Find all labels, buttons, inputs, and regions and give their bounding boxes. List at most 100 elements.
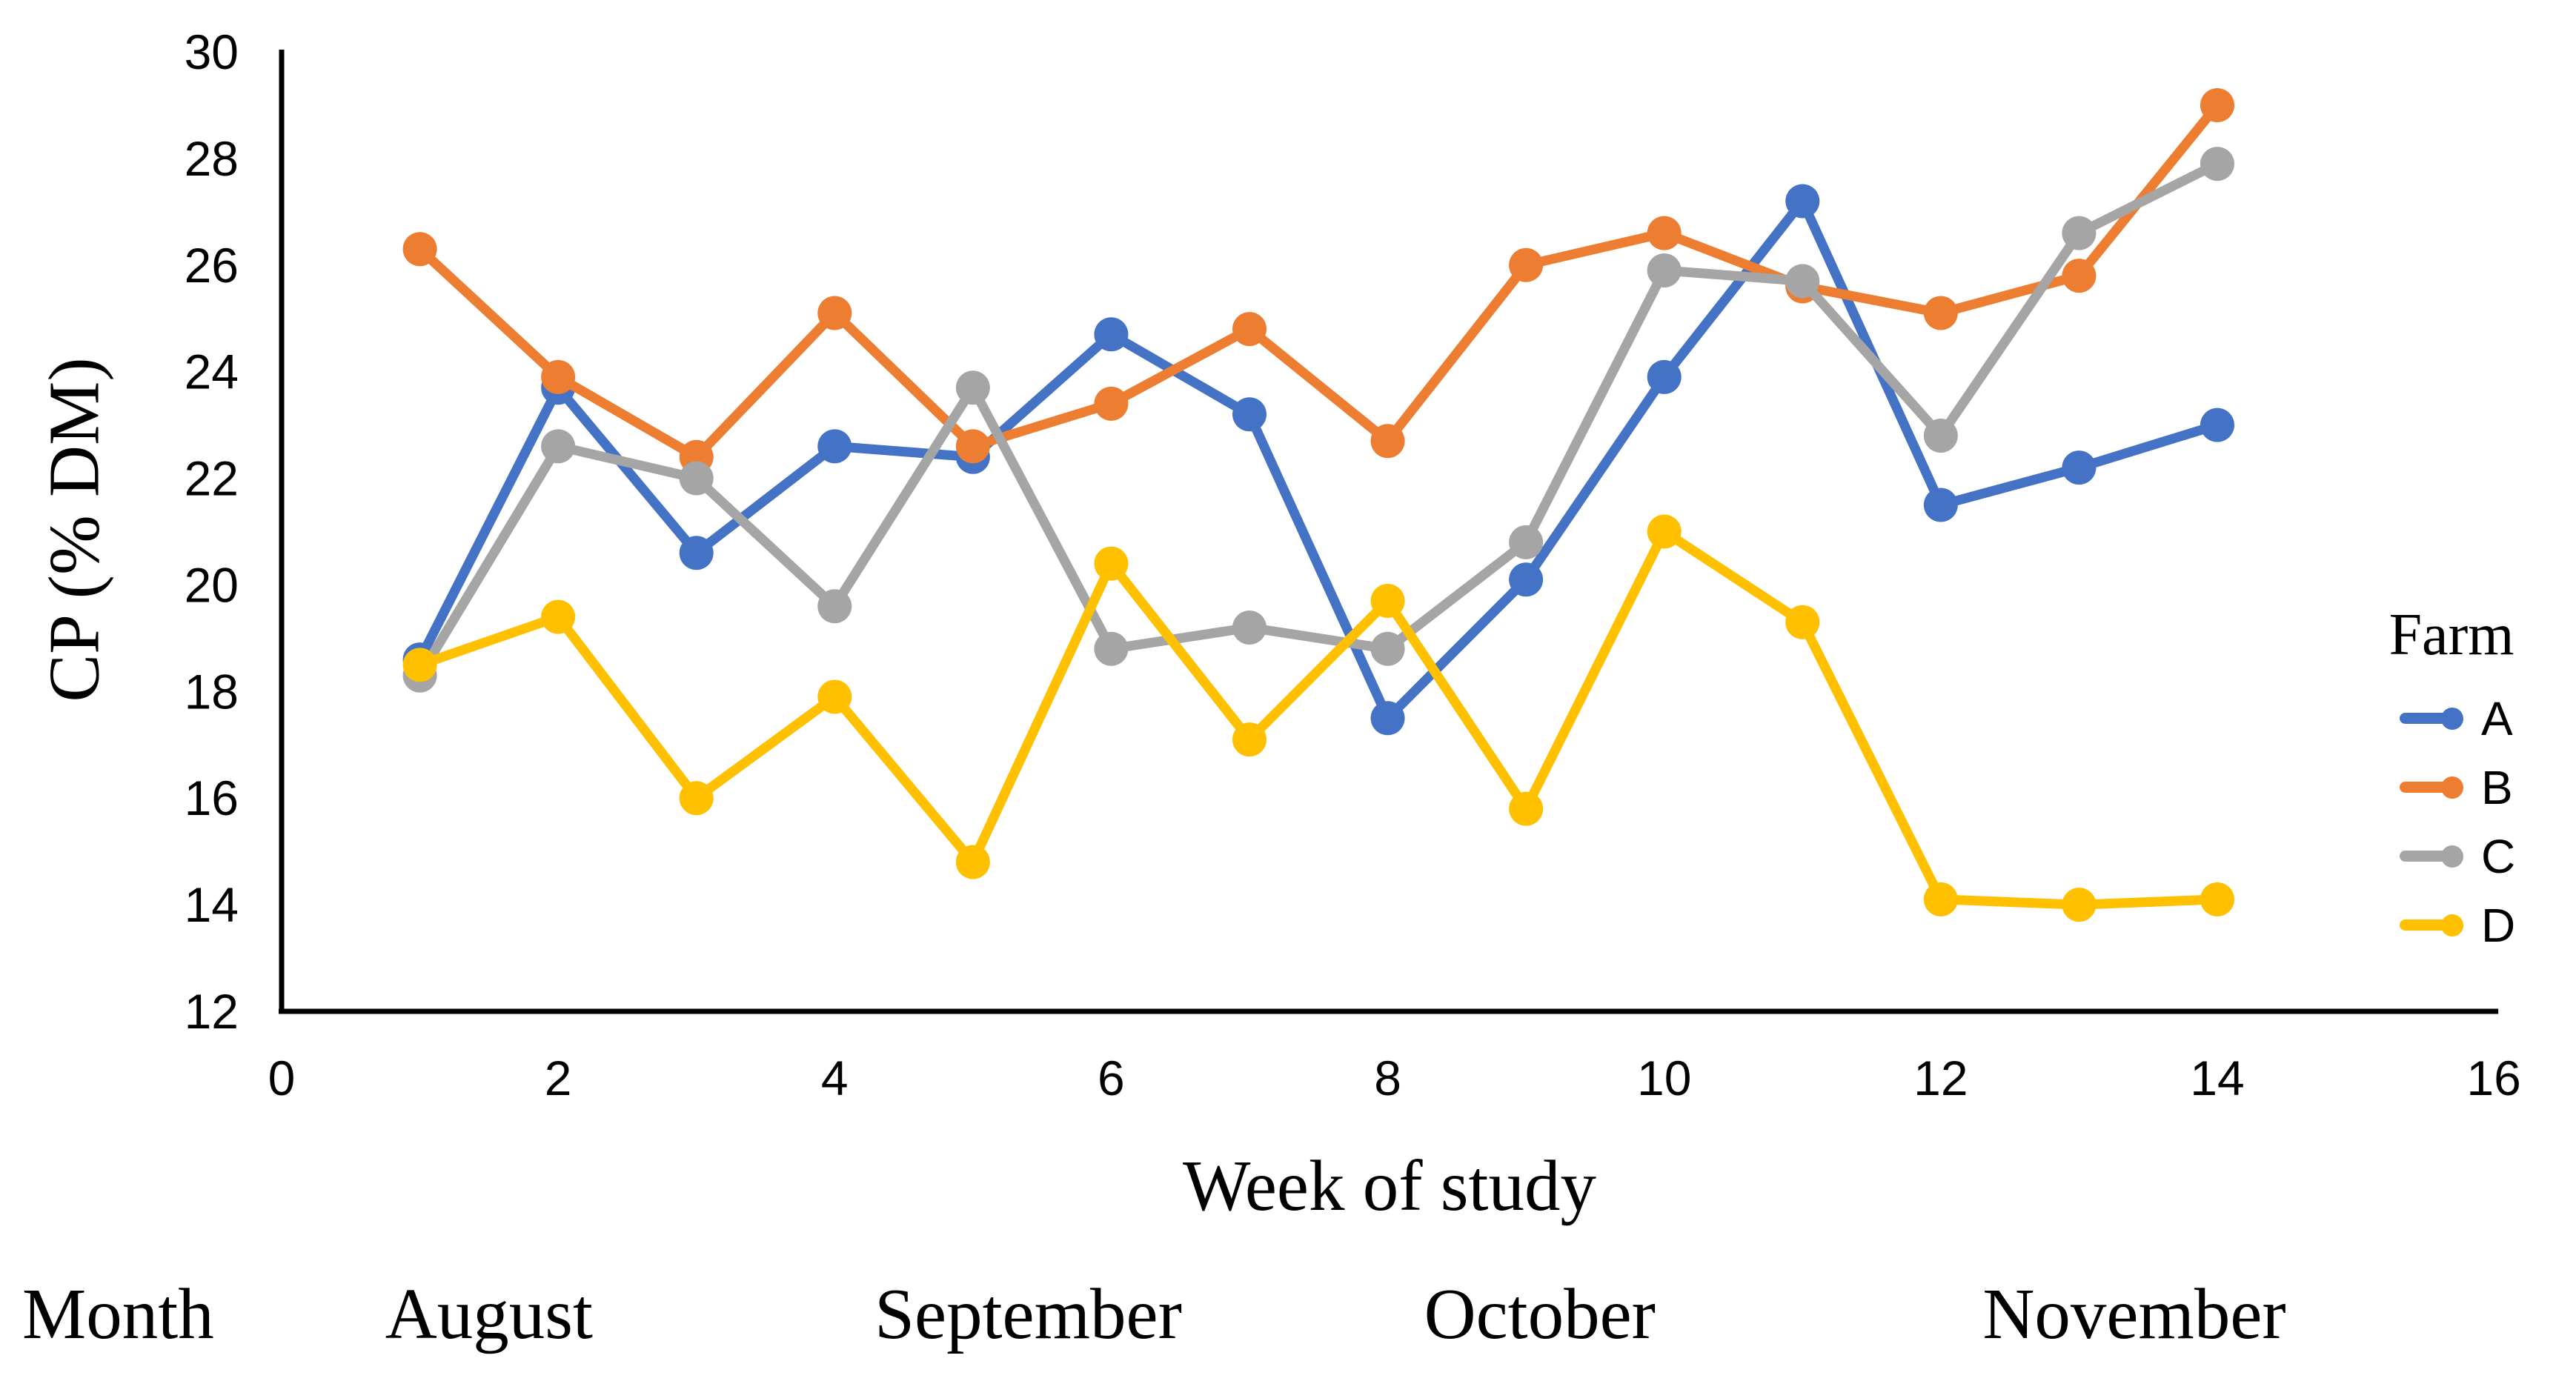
months-row-label: Month: [22, 1274, 214, 1354]
y-tick-label: 18: [185, 664, 239, 719]
data-point-C: [1509, 525, 1544, 559]
legend-swatch-icon: [2400, 914, 2463, 936]
y-tick-label: 20: [185, 557, 239, 612]
y-tick-label: 16: [185, 771, 239, 825]
data-point-A: [1232, 397, 1267, 432]
data-point-B: [1923, 296, 1958, 330]
data-point-D: [1370, 584, 1405, 619]
y-tick-label: 24: [185, 345, 239, 399]
month-label: October: [1424, 1274, 1656, 1354]
x-tick-label: 2: [545, 1051, 572, 1105]
data-point-D: [1647, 514, 1682, 549]
legend-swatch-icon: [2400, 776, 2463, 799]
data-point-C: [2200, 147, 2234, 182]
x-tick-label: 6: [1098, 1051, 1125, 1105]
data-point-B: [2200, 87, 2234, 122]
data-point-A: [817, 429, 852, 464]
x-tick-label: 10: [1637, 1051, 1691, 1105]
x-tick-label: 4: [821, 1051, 849, 1105]
data-point-A: [1094, 317, 1129, 352]
data-point-C: [1785, 264, 1820, 299]
legend-marker-icon: [2441, 914, 2463, 936]
data-point-C: [679, 461, 714, 496]
data-point-D: [955, 845, 990, 879]
legend-item-A: A: [2357, 684, 2576, 753]
data-point-A: [2062, 450, 2097, 485]
data-point-B: [1509, 247, 1544, 282]
data-point-A: [2200, 407, 2234, 442]
data-point-A: [1370, 701, 1405, 736]
month-label: August: [385, 1274, 593, 1354]
data-point-B: [2062, 259, 2097, 293]
series-line-B: [415, 100, 2223, 462]
data-point-C: [817, 589, 852, 624]
data-point-D: [1094, 546, 1129, 581]
legend-item-B: B: [2357, 753, 2576, 822]
data-point-D: [1785, 605, 1820, 639]
series-line-D: [415, 526, 2223, 910]
data-point-D: [2200, 882, 2234, 916]
legend-label: B: [2481, 760, 2513, 814]
x-tick-label: 14: [2190, 1051, 2244, 1105]
series-line-A: [415, 196, 2223, 723]
data-point-D: [402, 648, 437, 682]
y-tick-label: 26: [185, 238, 239, 293]
month-label: November: [1982, 1274, 2286, 1354]
data-point-B: [402, 232, 437, 267]
data-point-B: [1647, 216, 1682, 250]
x-axis-title: Week of study: [1183, 1146, 1596, 1225]
data-point-C: [1923, 418, 1958, 453]
legend-label: A: [2481, 691, 2513, 745]
data-point-B: [1232, 312, 1267, 347]
legend-title: Farm: [2389, 602, 2514, 668]
data-point-C: [955, 370, 990, 405]
data-point-D: [1923, 882, 1958, 916]
y-tick-label: 30: [185, 24, 239, 79]
data-point-D: [679, 781, 714, 816]
series-line-C: [415, 159, 2223, 681]
y-axis-title: CP (% DM): [34, 357, 114, 702]
x-tick-label: 12: [1913, 1051, 1968, 1105]
months-annotation-row: Month August September October November: [0, 1273, 2576, 1369]
legend-marker-icon: [2441, 776, 2463, 799]
data-point-B: [1094, 386, 1129, 421]
data-point-A: [1647, 359, 1682, 394]
data-point-A: [1923, 488, 1958, 522]
y-tick-label: 22: [185, 451, 239, 506]
legend-item-C: C: [2357, 822, 2576, 891]
legend-label: C: [2481, 829, 2516, 883]
data-point-B: [955, 429, 990, 464]
legend-marker-icon: [2441, 707, 2463, 730]
data-point-D: [2062, 888, 2097, 922]
x-tick-label: 8: [1374, 1051, 1401, 1105]
legend-item-D: D: [2357, 891, 2576, 959]
y-tick-label: 14: [185, 877, 239, 932]
data-point-B: [541, 359, 576, 394]
data-point-C: [2062, 216, 2097, 250]
data-point-B: [817, 296, 852, 330]
legend-marker-icon: [2441, 845, 2463, 868]
x-tick-label: 0: [268, 1051, 296, 1105]
data-point-C: [1370, 631, 1405, 666]
month-label: September: [874, 1274, 1182, 1354]
legend-label: D: [2481, 898, 2516, 952]
data-point-D: [817, 679, 852, 714]
data-point-C: [1232, 610, 1267, 645]
x-tick-label: 16: [2466, 1051, 2520, 1105]
data-point-C: [1094, 631, 1129, 666]
data-point-D: [1509, 791, 1544, 826]
y-tick-label: 28: [185, 131, 239, 186]
data-point-C: [541, 429, 576, 464]
data-point-D: [541, 599, 576, 634]
legend-swatch-icon: [2400, 707, 2463, 730]
data-point-A: [679, 536, 714, 570]
data-point-D: [1232, 722, 1267, 757]
data-point-A: [1509, 562, 1544, 597]
data-point-B: [1370, 424, 1405, 459]
legend-swatch-icon: [2400, 845, 2463, 868]
data-point-C: [1647, 253, 1682, 287]
